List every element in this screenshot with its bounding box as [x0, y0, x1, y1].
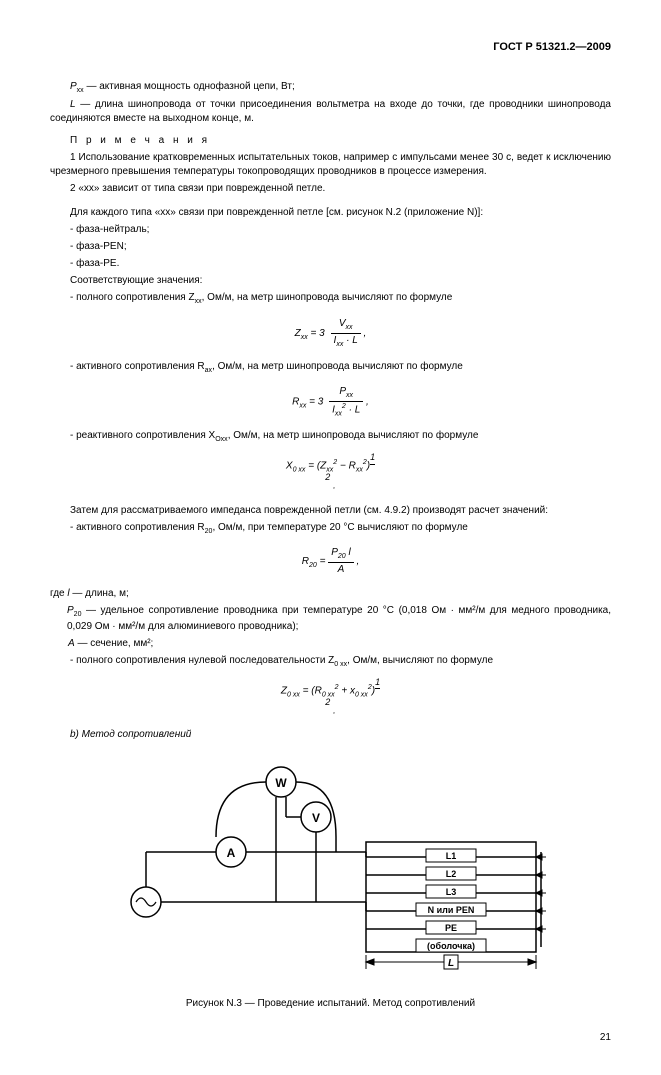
p3: Затем для рассматриваемого импеданса пов… — [50, 504, 611, 518]
formula-rxx: Rxx = 3 Pxx Ixx2 · L , — [50, 385, 611, 419]
where-p20: P20 — удельное сопротивление проводника … — [67, 604, 611, 634]
svg-text:A: A — [226, 846, 235, 860]
item-phase-pe: - фаза-PE. — [70, 257, 611, 271]
where-label: где l — длина, м; — [50, 587, 611, 601]
figure-caption: Рисунок N.3 — Проведение испытаний. Мето… — [50, 997, 611, 1011]
formula-r20: R20 = P20 l A , — [50, 546, 611, 577]
p1: Для каждого типа «xx» связи при поврежде… — [50, 206, 611, 220]
svg-text:L2: L2 — [445, 869, 456, 879]
line-x: - реактивного сопротивления XOxx, Ом/м, … — [70, 429, 611, 445]
line-z0: - полного сопротивления нулевой последов… — [70, 654, 611, 670]
where-a: A — сечение, мм²; — [68, 637, 611, 651]
line-r: - активного сопротивления Rax, Ом/м, на … — [70, 360, 611, 376]
formula-zxx: Zxx = 3 Vxx Ixx · L , — [50, 317, 611, 350]
circuit-diagram: A W V — [50, 757, 611, 982]
page-number: 21 — [50, 1031, 611, 1045]
p2: Соответствующие значения: — [50, 274, 611, 288]
note-1: 1 Использование кратковременных испытате… — [50, 151, 611, 179]
item-phase-neutral: - фаза-нейтраль; — [70, 223, 611, 237]
def-pxx: Pxx — активная мощность однофазной цепи,… — [50, 80, 611, 96]
svg-text:L: L — [447, 958, 453, 969]
def-l: L — длина шинопровода от точки присоедин… — [50, 98, 611, 126]
svg-text:PE: PE — [444, 923, 456, 933]
svg-text:W: W — [275, 776, 287, 790]
item-phase-pen: - фаза-PEN; — [70, 240, 611, 254]
line-z: - полного сопротивления Zxx, Ом/м, на ме… — [70, 291, 611, 307]
svg-text:V: V — [311, 811, 319, 825]
svg-text:L1: L1 — [445, 851, 456, 861]
notes-header: П р и м е ч а н и я — [50, 134, 611, 148]
formula-x0xx: X0 xx = (Zxx2 − Rxx2)12 . — [50, 455, 611, 493]
line-r20: - активного сопротивления R20, Ом/м, при… — [70, 521, 611, 537]
svg-text:(оболочка): (оболочка) — [427, 941, 475, 951]
section-b: b) Метод сопротивлений — [70, 728, 611, 742]
formula-z0xx: Z0 xx = (R0 xx2 + x0 xx2)12 . — [50, 680, 611, 718]
svg-text:N или PEN: N или PEN — [427, 905, 474, 915]
note-2: 2 «xx» зависит от типа связи при поврежд… — [50, 182, 611, 196]
standard-header: ГОСТ Р 51321.2—2009 — [50, 40, 611, 55]
svg-text:L3: L3 — [445, 887, 456, 897]
